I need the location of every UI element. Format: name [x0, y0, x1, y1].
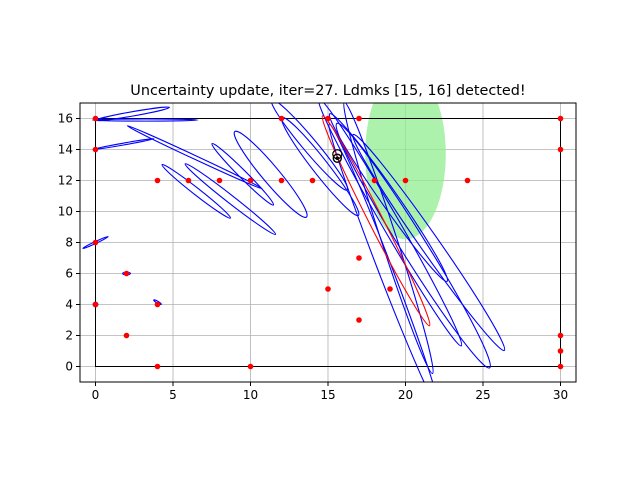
x-tick-label: 5 [169, 388, 177, 402]
landmark-point [402, 177, 409, 184]
landmark-point [557, 348, 564, 354]
landmark-point [123, 270, 130, 277]
landmark-point [557, 115, 564, 122]
landmark-uncertainty-ellipse [343, 103, 434, 375]
landmark-point [325, 115, 331, 122]
landmark-point [216, 177, 223, 184]
landmark-uncertainty-ellipse [91, 118, 199, 122]
landmark-uncertainty-ellipse [328, 113, 449, 283]
y-tick-label: 12 [58, 174, 73, 188]
y-tick-label: 16 [58, 112, 73, 126]
landmark-point [356, 115, 362, 122]
landmark-point [92, 146, 99, 153]
landmark-point [92, 301, 99, 308]
axis-ticks: 0 5 10 15 20 25 30 0 2 4 6 8 10 12 14 16 [58, 112, 568, 403]
landmark-point [123, 332, 130, 339]
landmark-point [557, 363, 564, 370]
chart-title: Uncertainty update, iter=27. Ldmks [15, … [130, 83, 525, 99]
y-tick-label: 8 [65, 236, 73, 250]
landmark-point [154, 177, 161, 184]
y-tick-label: 4 [65, 298, 73, 312]
landmark-point [154, 363, 161, 370]
x-tick-label: 10 [243, 388, 258, 402]
landmark-point [356, 255, 362, 261]
landmark-uncertainty-ellipse [335, 122, 491, 369]
x-tick-label: 20 [398, 388, 413, 402]
landmark-uncertainty-ellipse [233, 130, 308, 218]
landmark-uncertainty-ellipse [317, 103, 463, 347]
landmark-point [464, 177, 471, 184]
landmark-point [185, 177, 192, 184]
landmark-point [356, 317, 362, 323]
landmark-point [278, 115, 285, 122]
y-tick-label: 6 [65, 267, 73, 281]
landmark-point [371, 177, 378, 184]
landmark-point [557, 332, 564, 339]
y-tick-label: 14 [58, 143, 73, 157]
landmark-point [387, 286, 393, 292]
landmark-uncertainty-ellipse [352, 133, 506, 352]
landmark-point [325, 286, 331, 292]
landmark-uncertainty-ellipse [184, 163, 277, 236]
landmark-point [247, 177, 254, 184]
robot-uncertainty-ellipse [321, 115, 431, 327]
landmark-point [154, 301, 161, 308]
landmark-point [247, 363, 254, 370]
robot-center [335, 156, 340, 161]
plot-area: 0 5 10 15 20 25 30 0 2 4 6 8 10 12 14 16 [58, 102, 577, 403]
plot-content [82, 103, 564, 382]
landmark-uncertainty-ellipse [161, 163, 232, 219]
landmark-uncertainty-ellipse [211, 142, 275, 206]
robot-marker [332, 153, 342, 163]
y-tick-label: 2 [65, 329, 73, 343]
x-tick-label: 25 [475, 388, 490, 402]
landmark-point [278, 177, 285, 184]
landmark-point [92, 115, 99, 122]
x-tick-label: 15 [320, 388, 335, 402]
y-tick-label: 10 [58, 205, 73, 219]
x-tick-label: 0 [92, 388, 100, 402]
landmark-point [557, 146, 564, 153]
y-tick-label: 0 [65, 360, 73, 374]
landmark-point [92, 239, 99, 246]
landmark-point [309, 177, 316, 184]
x-tick-label: 30 [553, 388, 568, 402]
